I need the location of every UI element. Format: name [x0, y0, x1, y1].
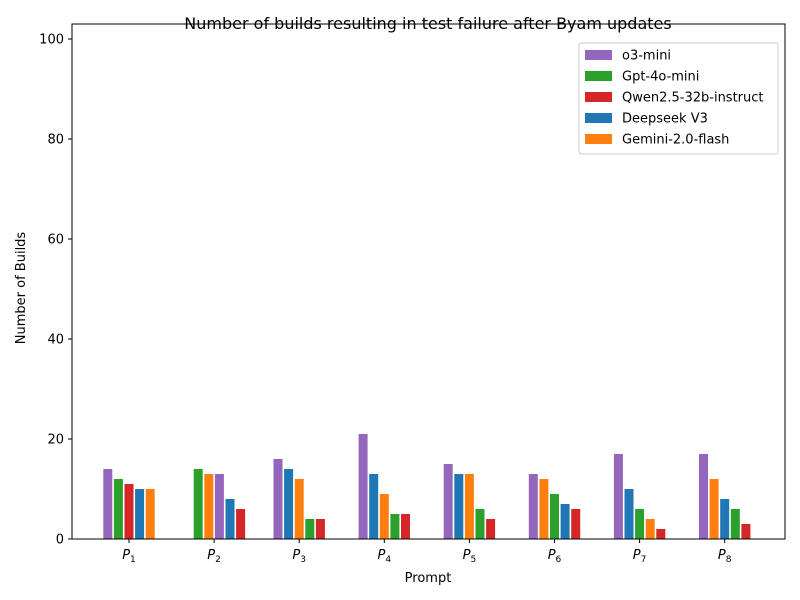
bar-deepseek-v3 — [560, 504, 570, 539]
bar-qwen2-5-32b-instruct — [124, 484, 134, 539]
bar-gpt-4o-mini — [113, 479, 123, 539]
y-axis: 0 20 40 60 80 100 — [39, 33, 72, 548]
x-tick-label: P3 — [292, 548, 306, 565]
bar-deepseek-v3 — [454, 474, 464, 539]
bar-gemini-2-0-flash — [204, 474, 214, 539]
x-tick-label: P6 — [548, 548, 562, 565]
bar-o3-mini — [358, 434, 368, 539]
x-axis-label: Prompt — [405, 571, 452, 586]
legend-swatch — [585, 50, 612, 60]
legend-swatch — [585, 113, 612, 123]
legend-label: Deepseek V3 — [622, 112, 708, 127]
bar-o3-mini — [103, 469, 113, 539]
x-tick-label: P1 — [122, 548, 136, 565]
bar-gemini-2-0-flash — [645, 519, 655, 539]
bar-o3-mini — [273, 459, 283, 539]
bar-o3-mini — [613, 454, 623, 539]
bar-gemini-2-0-flash — [294, 479, 304, 539]
x-axis: P1 P2 P3 P4 P5 P6 P7 P8 — [122, 539, 732, 565]
legend: o3-mini Gpt-4o-mini Qwen2.5-32b-instruct De… — [578, 42, 779, 155]
bar-deepseek-v3 — [225, 499, 235, 539]
bar-deepseek-v3 — [720, 499, 730, 539]
bar-o3-mini — [699, 454, 708, 539]
bar-qwen2-5-32b-instruct — [741, 524, 751, 539]
bar-deepseek-v3 — [135, 489, 145, 539]
bar-gemini-2-0-flash — [539, 479, 549, 539]
bar-deepseek-v3 — [369, 474, 379, 539]
x-tick-label: P8 — [718, 548, 732, 565]
bar-qwen2-5-32b-instruct — [401, 514, 410, 539]
y-tick-label: 60 — [47, 233, 64, 248]
legend-label: Gpt-4o-mini — [622, 70, 699, 85]
bar-qwen2-5-32b-instruct — [236, 509, 246, 539]
y-tick-label: 0 — [56, 533, 64, 548]
bar-gemini-2-0-flash — [464, 474, 474, 539]
bar-gpt-4o-mini — [390, 514, 400, 539]
y-tick-label: 80 — [47, 133, 64, 148]
bar-gpt-4o-mini — [550, 494, 559, 539]
legend-label: Qwen2.5-32b-instruct — [622, 91, 764, 106]
legend-swatch — [585, 92, 612, 102]
bar-qwen2-5-32b-instruct — [486, 519, 496, 539]
x-tick-label: P4 — [378, 548, 392, 565]
bar-gpt-4o-mini — [193, 469, 203, 539]
y-tick-label: 40 — [47, 333, 64, 348]
bar-qwen2-5-32b-instruct — [656, 529, 666, 539]
bars-layer — [103, 434, 751, 539]
legend-box — [578, 42, 779, 155]
bar-gpt-4o-mini — [730, 509, 740, 539]
bar-o3-mini — [443, 464, 453, 539]
y-axis-label: Number of Builds — [14, 232, 29, 345]
bar-gemini-2-0-flash — [145, 489, 155, 539]
bar-gemini-2-0-flash — [709, 479, 719, 539]
legend-label: o3-mini — [622, 49, 671, 64]
y-tick-label: 100 — [39, 33, 64, 48]
bar-deepseek-v3 — [624, 489, 634, 539]
legend-swatch — [585, 134, 612, 144]
bar-qwen2-5-32b-instruct — [315, 519, 325, 539]
legend-label: Gemini-2.0-flash — [622, 133, 729, 148]
bar-qwen2-5-32b-instruct — [571, 509, 581, 539]
x-tick-label: P2 — [207, 548, 221, 565]
legend-swatch — [585, 71, 612, 81]
bar-o3-mini — [214, 474, 224, 539]
bar-gpt-4o-mini — [475, 509, 485, 539]
plot-frame — [71, 23, 786, 540]
bar-deepseek-v3 — [284, 469, 294, 539]
x-tick-label: P5 — [463, 548, 477, 565]
bar-gpt-4o-mini — [305, 519, 315, 539]
bar-gpt-4o-mini — [635, 509, 645, 539]
y-tick-label: 20 — [47, 433, 64, 448]
x-tick-label: P7 — [633, 548, 647, 565]
bar-gemini-2-0-flash — [379, 494, 389, 539]
bar-o3-mini — [528, 474, 538, 539]
